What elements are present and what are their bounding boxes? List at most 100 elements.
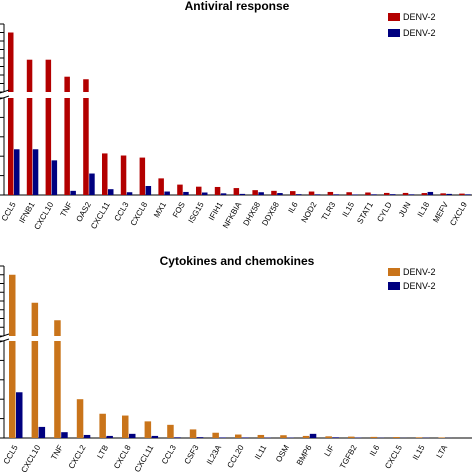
bar-il23a-series-0 [212,432,219,438]
bar-ccl5-series-0 [8,98,14,195]
x-tick-label: CSF3 [183,443,201,466]
x-tick-label: TLR3 [320,200,338,222]
bar-cxcl10-series-1 [38,426,46,438]
bar-jun-series-1 [408,194,415,195]
bar-cxcl2-series-1 [83,434,91,438]
bar-il23a-series-1 [219,437,226,438]
x-tick-label: JUN [397,200,413,218]
bar-fos-series-1 [183,191,189,195]
legend-swatch-1 [388,29,400,37]
bar-il6-series-1 [296,194,302,195]
axis-break-mark [0,89,10,94]
bar-csf3-series-0 [189,429,197,438]
x-tick-label: IL15 [411,443,427,461]
x-tick-label: OSM [274,443,291,464]
bar-cxcl9-series-1 [465,194,471,195]
bar-upper-ccl5-series-0 [9,274,16,336]
bar-csf3-series-1 [196,437,204,438]
x-tick-label: CCL5 [0,200,18,223]
x-tick-label: NOD2 [300,200,319,224]
x-tick-label: IL11 [253,443,269,461]
x-tick-label: BMP6 [295,443,314,467]
bar-upper-tnf-series-0 [64,76,70,92]
bar-cxcl11-series-1 [108,189,114,195]
bar-cxcl11-series-0 [102,153,108,195]
x-tick-label: TNF [59,200,75,218]
x-tick-label: DDX58 [260,200,281,227]
bar-cyld-series-0 [384,192,390,195]
bar-ltb-series-0 [99,413,106,438]
chart-title: Cytokines and chemokines [160,254,315,268]
x-tick-label: IFNB1 [17,200,36,225]
x-tick-label: CCL3 [160,443,178,466]
bar-fos-series-0 [177,184,183,195]
x-tick-label: CCL3 [113,200,131,223]
bar-tnf-series-1 [61,432,68,438]
bar-lif-series-1 [332,437,339,438]
bar-upper-tnf-series-0 [54,320,61,336]
bar-ddx58-series-0 [271,190,277,195]
bar-isg15-series-0 [196,186,202,195]
bar-il11-series-0 [257,434,265,438]
bar-osm-series-0 [280,435,287,438]
x-tick-label: CXCL10 [19,443,42,474]
bar-ccl3-series-0 [167,424,174,438]
bar-cxcl10-series-0 [45,98,52,195]
x-tick-label: IL6 [368,443,382,458]
bar-nfkbia-series-1 [239,193,246,195]
bar-oas2-series-0 [83,98,89,195]
bar-ccl20-series-0 [235,434,242,438]
bar-bmp6-series-1 [309,433,317,438]
x-tick-label: ISG15 [187,200,206,225]
bar-mefv-series-0 [440,193,446,195]
bar-tlr3-series-1 [333,194,340,195]
x-tick-label: IL23A [205,443,224,466]
bar-cxcl11-series-1 [151,435,159,438]
bar-cxcl9-series-0 [459,193,465,195]
bar-jun-series-0 [402,192,409,195]
bar-cyld-series-1 [390,194,396,195]
bar-tnf-series-0 [54,341,61,438]
bar-nod2-series-0 [308,191,315,195]
bar-ccl20-series-1 [242,437,249,438]
legend-label-0: DENV-2 [403,267,436,277]
chart-title: Antiviral response [185,0,290,13]
bar-cxcl10-series-0 [31,341,39,438]
x-tick-label: CXCL8 [112,443,133,470]
bar-il15-series-0 [415,437,423,438]
bar-il15-series-0 [346,192,352,195]
bar-mx1-series-1 [164,191,170,195]
x-tick-label: CXCL2 [67,443,88,470]
bar-lta-series-0 [438,437,445,438]
bar-ccl5-series-1 [14,149,20,195]
legend-label-1: DENV-2 [403,28,436,38]
bar-il6-series-0 [370,436,378,438]
bar-ifnb1-series-1 [32,149,39,195]
axis-break-mark [0,95,10,100]
x-tick-label: LIF [323,443,337,458]
axis-break-mark [0,338,10,343]
bar-ifnb1-series-0 [26,98,33,195]
bar-ccl3-series-0 [120,155,127,195]
bar-tnf-series-1 [70,190,76,195]
bar-cxcl11-series-0 [144,421,152,438]
legend-label-0: DENV-2 [403,12,436,22]
bar-isg15-series-1 [202,192,208,195]
bar-mx1-series-0 [158,178,164,195]
bar-nfkbia-series-0 [233,188,240,195]
x-tick-label: LTB [95,444,110,461]
bar-upper-oas2-series-0 [83,79,89,92]
x-tick-label: CXCL11 [89,200,112,231]
x-tick-label: CXCL8 [129,200,150,227]
x-tick-label: CXCL5 [383,443,404,470]
x-tick-label: IL18 [416,200,432,218]
x-tick-label: CCL20 [225,443,246,470]
bar-il6-series-0 [290,191,296,195]
bar-cxcl2-series-0 [76,399,84,438]
bar-dhx58-series-1 [258,192,264,195]
legend-swatch-0 [388,13,400,21]
x-tick-label: IFIH1 [207,200,225,222]
